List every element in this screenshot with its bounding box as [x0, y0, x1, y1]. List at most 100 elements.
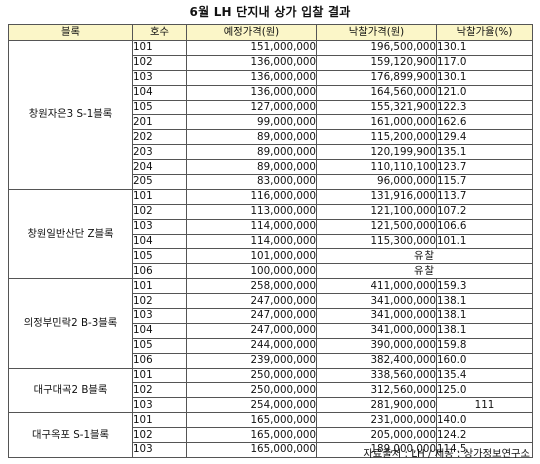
winning-rate: 124.2 — [436, 427, 533, 444]
winning-rate: 130.1 — [436, 40, 533, 56]
unit-number: 104 — [132, 233, 187, 250]
unit-number: 101 — [132, 367, 187, 384]
winning-price: 231,000,000 — [316, 412, 437, 429]
header-block: 블록 — [8, 24, 133, 41]
winning-rate: 138.1 — [436, 322, 533, 339]
unit-number: 101 — [132, 40, 187, 56]
unit-number: 202 — [132, 129, 187, 146]
table-row: 201 99,000,000 161,000,000 162.6 — [9, 114, 533, 131]
planned-price: 113,000,000 — [186, 203, 317, 220]
winning-price: 96,000,000 — [316, 174, 437, 190]
unit-number: 101 — [132, 278, 187, 295]
winning-price: 161,000,000 — [316, 114, 437, 131]
winning-rate: 113.7 — [436, 188, 533, 205]
unit-number: 103 — [132, 442, 187, 458]
planned-price: 258,000,000 — [186, 278, 317, 295]
unit-number: 103 — [132, 218, 187, 235]
planned-price: 165,000,000 — [186, 442, 317, 458]
table-row: 102 136,000,000 159,120,900 117.0 — [9, 54, 533, 71]
winning-rate: 135.4 — [436, 367, 533, 384]
winning-price: 176,899,900 — [316, 69, 437, 86]
unit-number: 203 — [132, 144, 187, 161]
winning-rate: 160.0 — [436, 352, 533, 369]
winning-price: 382,400,000 — [316, 352, 437, 369]
header-planned-price: 예정가격(원) — [186, 24, 317, 41]
planned-price: 250,000,000 — [186, 367, 317, 384]
planned-price: 89,000,000 — [186, 144, 317, 161]
unit-number: 102 — [132, 382, 187, 399]
unit-number: 101 — [132, 412, 187, 429]
winning-rate: 138.1 — [436, 308, 533, 324]
winning-rate: 125.0 — [436, 382, 533, 399]
table-body: 창원자은3 S-1블록 101 151,000,000 196,500,000 130.… — [8, 40, 533, 458]
winning-price: 115,200,000 — [316, 129, 437, 146]
header-unit: 호수 — [132, 24, 187, 41]
unit-number: 205 — [132, 174, 187, 190]
unit-number: 204 — [132, 159, 187, 176]
winning-price: 121,100,000 — [316, 203, 437, 220]
table-row: 102 113,000,000 121,100,000 107.2 — [9, 203, 533, 220]
planned-price: 254,000,000 — [186, 397, 317, 414]
planned-price: 136,000,000 — [186, 84, 317, 101]
planned-price: 247,000,000 — [186, 308, 317, 324]
unit-number: 103 — [132, 308, 187, 324]
bid-failed-label: 유찰 — [316, 263, 533, 280]
winning-rate: 115.7 — [436, 174, 533, 190]
winning-price: 281,900,000 — [316, 397, 437, 414]
planned-price: 83,000,000 — [186, 174, 317, 190]
planned-price: 165,000,000 — [186, 427, 317, 444]
planned-price: 89,000,000 — [186, 159, 317, 176]
planned-price: 247,000,000 — [186, 322, 317, 339]
unit-number: 105 — [132, 248, 187, 265]
winning-rate: 123.7 — [436, 159, 533, 176]
planned-price: 116,000,000 — [186, 188, 317, 205]
unit-number: 201 — [132, 114, 187, 131]
planned-price: 114,000,000 — [186, 233, 317, 250]
table-header-row: 블록 호수 예정가격(원) 낙찰가격(원) 낙찰가율(%) — [8, 24, 533, 41]
planned-price: 136,000,000 — [186, 54, 317, 71]
planned-price: 244,000,000 — [186, 337, 317, 354]
winning-price: 155,321,900 — [316, 99, 437, 116]
winning-price: 341,000,000 — [316, 322, 437, 339]
table-row: 103 254,000,000 281,900,000 111 — [9, 397, 533, 414]
table-row: 창원자은3 S-1블록 101 151,000,000 196,500,000 130.… — [8, 40, 533, 190]
winning-price: 115,300,000 — [316, 233, 437, 250]
block-name: 창원일반산단 Z블록 — [8, 188, 133, 280]
planned-price: 100,000,000 — [186, 263, 317, 280]
planned-price: 99,000,000 — [186, 114, 317, 131]
planned-price: 151,000,000 — [186, 40, 317, 56]
planned-price: 247,000,000 — [186, 293, 317, 310]
winning-price: 110,110,100 — [316, 159, 437, 176]
winning-rate: 130.1 — [436, 69, 533, 86]
winning-price: 338,560,000 — [316, 367, 437, 384]
unit-number: 102 — [132, 54, 187, 71]
winning-price: 196,500,000 — [316, 40, 437, 56]
planned-price: 136,000,000 — [186, 69, 317, 86]
unit-number: 102 — [132, 203, 187, 220]
winning-price: 164,560,000 — [316, 84, 437, 101]
header-winning-price: 낙찰가격(원) — [316, 24, 437, 41]
winning-rate: 138.1 — [436, 293, 533, 310]
winning-rate: 117.0 — [436, 54, 533, 71]
winning-price: 131,916,000 — [316, 188, 437, 205]
unit-number: 105 — [132, 99, 187, 116]
winning-rate: 159.3 — [436, 278, 533, 295]
block-name: 대구대곡2 B블록 — [8, 367, 133, 414]
planned-price: 239,000,000 — [186, 352, 317, 369]
table-row: 102 250,000,000 312,560,000 125.0 — [9, 382, 533, 399]
table-row: 104 114,000,000 115,300,000 101.1 — [9, 233, 533, 250]
planned-price: 89,000,000 — [186, 129, 317, 146]
winning-rate: 101.1 — [436, 233, 533, 250]
winning-price: 121,500,000 — [316, 218, 437, 235]
table-row: 202 89,000,000 115,200,000 129.4 — [9, 129, 533, 146]
planned-price: 114,000,000 — [186, 218, 317, 235]
page-title: 6월 LH 단지내 상가 입찰 결과 — [189, 5, 351, 19]
table-row: 105 101,000,000 유찰 — [9, 248, 533, 265]
winning-rate: 159.8 — [436, 337, 533, 354]
planned-price: 250,000,000 — [186, 382, 317, 399]
winning-rate: 107.2 — [436, 203, 533, 220]
winning-rate: 129.4 — [436, 129, 533, 146]
winning-rate: 122.3 — [436, 99, 533, 116]
table-row: 204 89,000,000 110,110,100 123.7 — [9, 159, 533, 176]
unit-number: 105 — [132, 337, 187, 354]
